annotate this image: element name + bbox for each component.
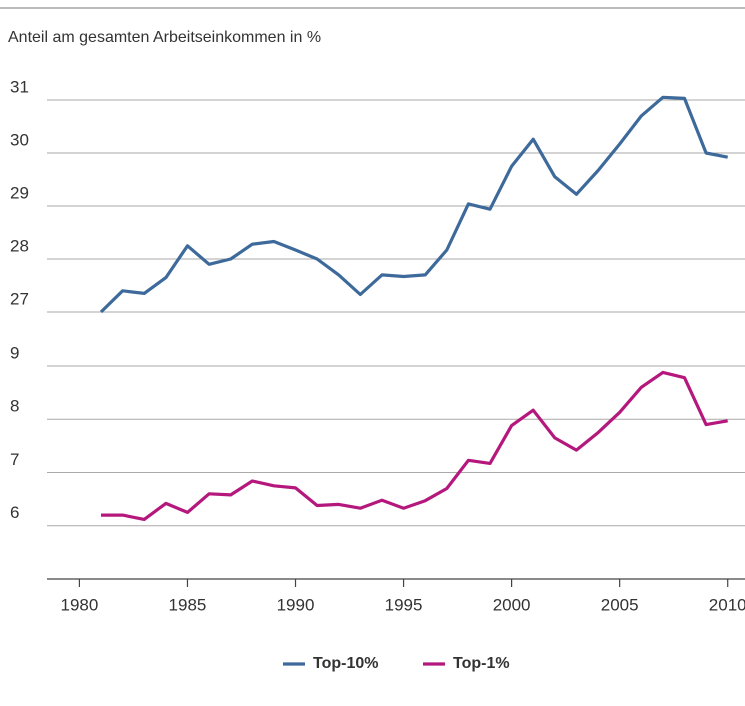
y-tick-label: 27 [10, 289, 29, 308]
y-tick-label: 6 [10, 503, 19, 522]
y-tick-label: 30 [10, 130, 29, 149]
legend-label: Top-1% [453, 655, 510, 672]
series-line [101, 370, 728, 521]
x-tick-label: 2010 [709, 595, 745, 614]
chart-title: Anteil am gesamten Arbeitseinkommen in % [8, 29, 321, 46]
x-tick-label: 2005 [601, 595, 639, 614]
series-line [99, 95, 729, 314]
x-tick-label: 2000 [493, 595, 531, 614]
y-tick-label: 29 [10, 183, 29, 202]
y-tick-label: 28 [10, 236, 29, 255]
y-tick-label: 7 [10, 450, 19, 469]
x-tick-label: 1985 [169, 595, 207, 614]
legend-label: Top-10% [313, 655, 378, 672]
x-tick-label: 1980 [61, 595, 99, 614]
y-tick-label: 8 [10, 397, 19, 416]
x-tick-label: 1995 [385, 595, 423, 614]
x-tick-label: 1990 [277, 595, 315, 614]
y-tick-label: 31 [10, 77, 29, 96]
y-tick-label: 9 [10, 343, 19, 362]
